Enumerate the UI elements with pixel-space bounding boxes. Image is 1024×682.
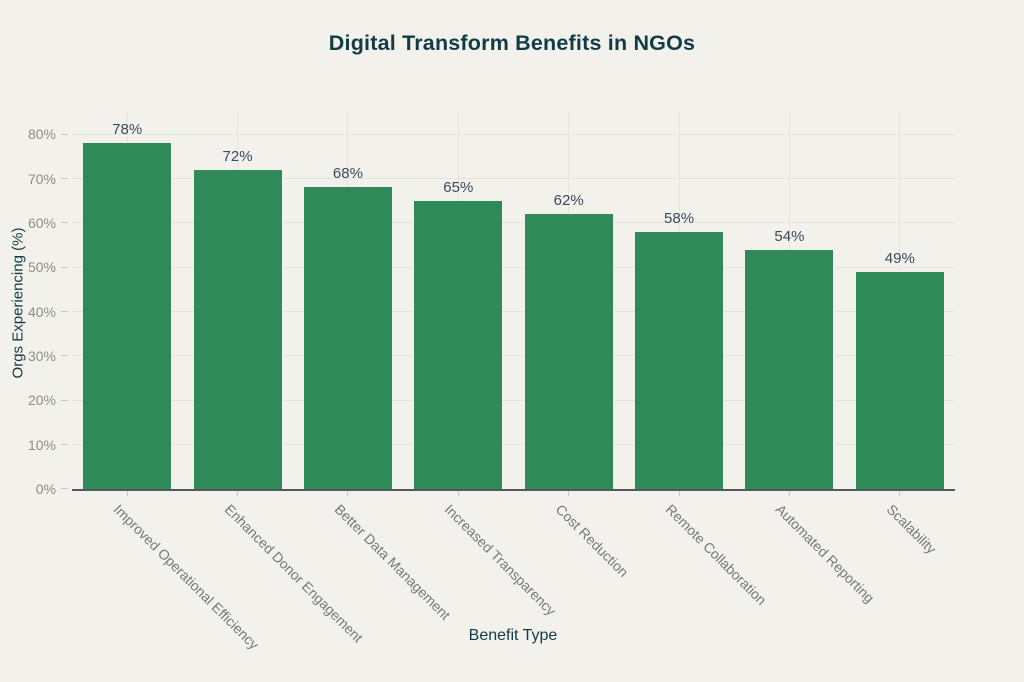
bar xyxy=(414,200,503,489)
bar xyxy=(193,169,282,489)
bar xyxy=(83,143,172,489)
bar-value-label: 65% xyxy=(443,178,474,196)
y-tick-mark xyxy=(61,355,68,357)
y-tick-label: 0% xyxy=(35,481,56,497)
gridline-horizontal xyxy=(72,399,955,401)
y-tick-mark xyxy=(61,178,68,180)
bar-value-label: 62% xyxy=(553,192,584,210)
y-tick-label: 70% xyxy=(27,170,56,187)
x-tick-mark xyxy=(126,491,128,496)
x-tick-mark xyxy=(237,491,239,496)
y-tick-mark xyxy=(61,444,68,446)
y-tick-mark xyxy=(61,399,68,401)
gridline-horizontal xyxy=(72,444,955,446)
bar-value-label: 49% xyxy=(884,249,915,267)
gridline-horizontal xyxy=(72,222,955,224)
bar-value-label: 68% xyxy=(332,165,363,183)
gridline-horizontal xyxy=(72,355,955,357)
x-category-label: Cost Reduction xyxy=(552,501,632,580)
y-tick-mark xyxy=(61,311,68,313)
y-tick-label: 50% xyxy=(27,259,56,276)
gridline-horizontal xyxy=(72,311,955,313)
bar xyxy=(303,187,392,489)
bar xyxy=(635,231,724,489)
y-tick-label: 40% xyxy=(27,303,56,320)
y-tick-label: 20% xyxy=(27,392,56,409)
x-tick-mark xyxy=(347,491,349,496)
x-category-label: Increased Transparency xyxy=(441,501,560,619)
y-tick-label: 80% xyxy=(27,126,56,143)
x-tick-mark xyxy=(568,491,570,496)
x-tick-mark xyxy=(457,491,459,496)
x-category-label: Remote Collaboration xyxy=(662,501,770,609)
y-tick-label: 60% xyxy=(27,214,56,231)
x-category-label: Better Data Management xyxy=(331,501,454,623)
y-tick-mark xyxy=(61,488,68,489)
x-tick-mark xyxy=(899,491,901,496)
y-tick-mark xyxy=(61,266,68,268)
x-tick-mark xyxy=(678,491,680,496)
x-tick-mark xyxy=(788,491,790,496)
gridline-horizontal xyxy=(72,266,955,268)
x-category-label: Automated Reporting xyxy=(773,501,878,606)
x-axis-title: Benefit Type xyxy=(468,627,558,644)
bar-value-label: 78% xyxy=(112,121,143,139)
y-tick-label: 30% xyxy=(27,347,56,364)
plot-area: 0% 10% 20% 30% 40% 50% 60% 70% 80% 78% Improved Op… xyxy=(28,112,955,652)
bar xyxy=(855,271,944,489)
y-tick-label: 10% xyxy=(27,436,56,453)
gridline-horizontal xyxy=(72,133,955,135)
x-category-label: Scalability xyxy=(883,501,940,557)
y-tick-mark xyxy=(61,222,68,224)
bar xyxy=(745,249,834,489)
bar-value-label: 58% xyxy=(664,209,695,227)
chart-title: Digital Transform Benefits in NGOs xyxy=(328,31,696,55)
bar-value-label: 72% xyxy=(222,147,253,165)
bar-value-label: 54% xyxy=(774,227,805,245)
bar xyxy=(524,214,613,489)
gridline-horizontal xyxy=(72,178,955,180)
y-tick-mark xyxy=(61,133,68,135)
